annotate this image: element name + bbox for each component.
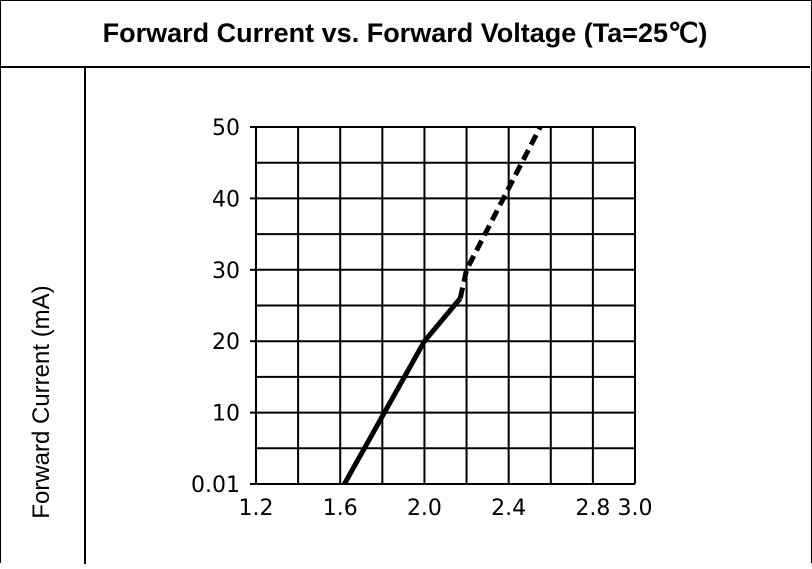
x-tick-label: 1.6	[323, 496, 358, 521]
y-tick-label: 30	[212, 259, 240, 284]
x-tick-label: 2.4	[491, 496, 526, 521]
x-tick-label: 2.8	[575, 496, 610, 521]
plot-cell: 0.01 10 20 30 40 50 1.2 1.6 2.0 2.4 2.8 3.0	[86, 68, 810, 564]
y-tick-label: 20	[212, 330, 240, 355]
x-tick-label: 2.0	[407, 496, 442, 521]
series-line-dashed	[457, 125, 543, 299]
y-tick-label: 10	[212, 402, 240, 427]
x-tick-label: 1.2	[239, 496, 274, 521]
chart-title: Forward Current vs. Forward Voltage (Ta=…	[0, 0, 810, 68]
y-axis-label-cell: Forward Current (mA)	[0, 68, 86, 564]
chart-title-text: Forward Current vs. Forward Voltage (Ta=…	[102, 17, 708, 48]
y-tick-label: 0.01	[191, 473, 240, 498]
y-tick-label: 40	[212, 187, 240, 212]
series-line-solid	[342, 296, 463, 486]
chart-plot: 0.01 10 20 30 40 50 1.2 1.6 2.0 2.4 2.8 3.0	[191, 116, 653, 521]
x-tick-label: 3.0	[618, 496, 653, 521]
y-tick-label: 50	[212, 116, 240, 141]
y-axis-label: Forward Current (mA)	[28, 285, 55, 519]
